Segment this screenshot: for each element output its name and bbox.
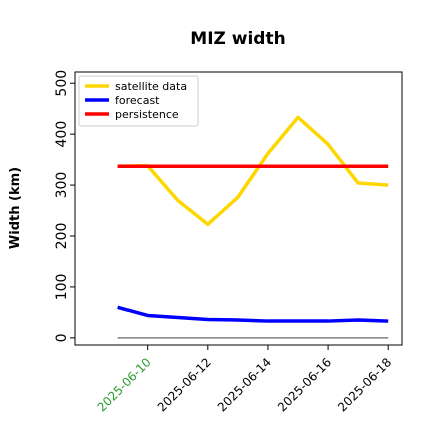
legend-label: persistence [115,108,179,121]
y-axis-label: Width (km) [8,167,23,249]
chart-title: MIZ width [190,29,285,49]
legend-label: forecast [115,94,160,107]
y-tick-label: 200 [54,223,70,250]
legend-label: satellite data [115,80,187,93]
x-tick-label: 2025-06-18 [335,355,394,414]
y-tick-label: 500 [54,70,70,97]
y-tick-label: 0 [54,333,70,342]
x-tick-label: 2025-06-16 [275,355,334,414]
y-tick-label: 400 [54,121,70,148]
y-tick-label: 300 [54,172,70,199]
series-line [117,305,389,323]
x-tick-label: 2025-06-10 [95,355,154,414]
x-tick-label: 2025-06-12 [155,355,214,414]
plot-frame [74,71,403,346]
series-line [117,115,389,227]
y-tick-label: 100 [54,274,70,301]
x-tick-label: 2025-06-14 [215,355,274,414]
